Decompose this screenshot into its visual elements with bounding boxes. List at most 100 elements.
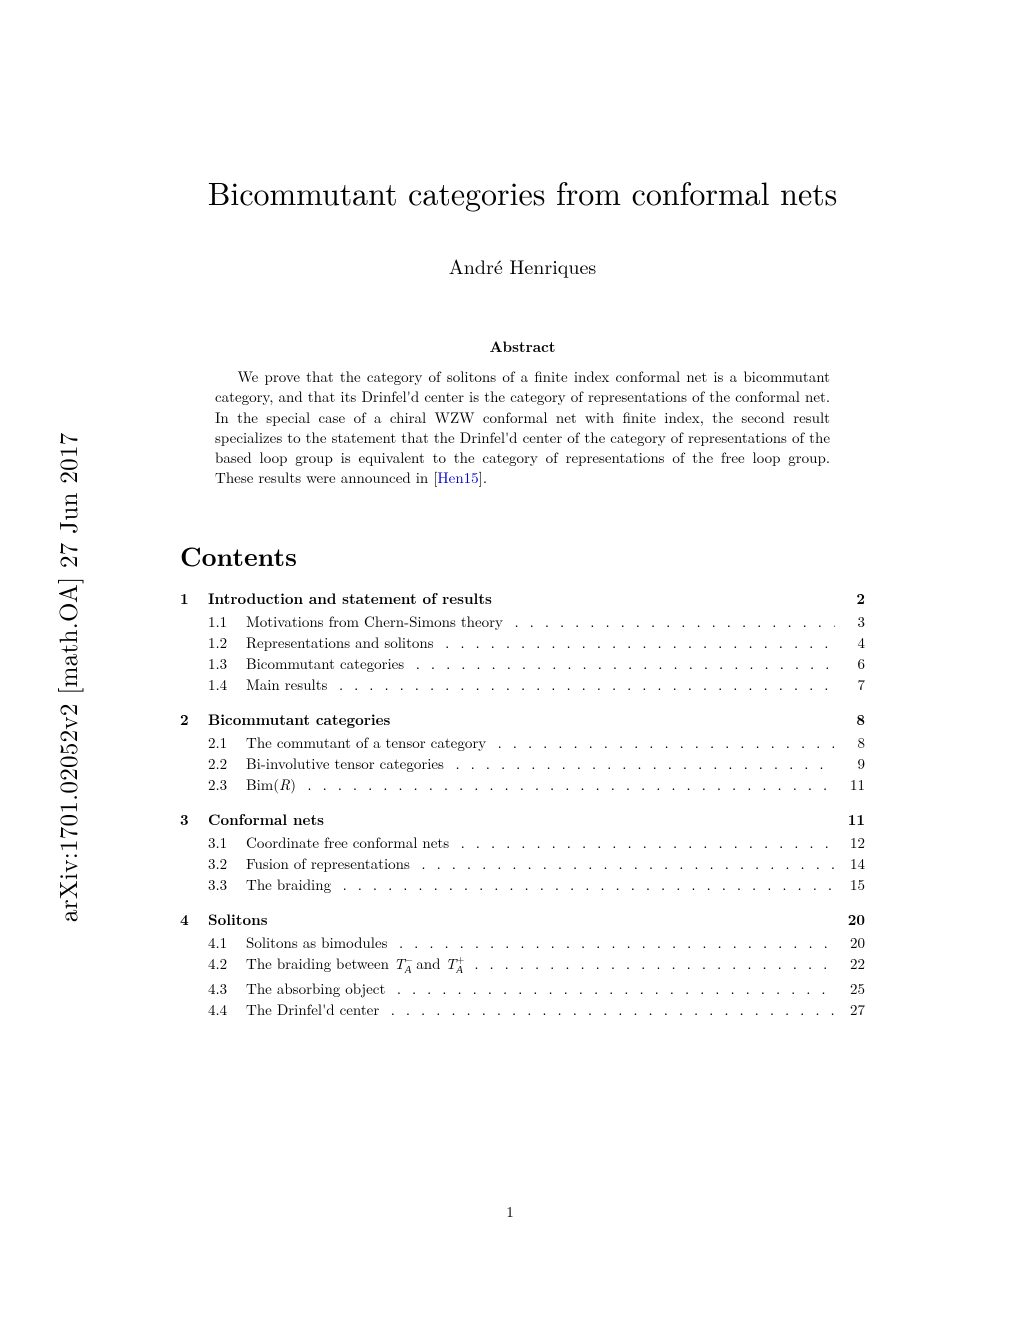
toc-subsection-number: 3.2 (208, 853, 246, 874)
toc-subsection-number: 4.1 (208, 932, 246, 953)
toc-section-row[interactable]: 1Introduction and statement of results 2 (180, 588, 865, 609)
toc-dots: . . . . . . . . . . . . . . . . . . . . … (494, 732, 835, 753)
toc-section: 2Bicommutant categories82.1The commutant… (180, 709, 865, 795)
toc-subsection-title: The braiding (246, 874, 339, 895)
contents-heading: Contents (180, 537, 865, 574)
toc-subsection-number: 1.4 (208, 674, 246, 695)
toc-dots: . . . . . . . . . . . . . . . . . . . . … (451, 753, 835, 774)
toc-subsection-row[interactable]: 3.3The braiding . . . . . . . . . . . . … (180, 874, 865, 895)
toc-subsection-title: Representations and solitons (246, 632, 441, 653)
toc-page-number: 6 (835, 653, 865, 674)
toc-section-title: Introduction and statement of results (208, 588, 492, 609)
toc-dots: . . . . . . . . . . . . . . . . . . . . … (303, 774, 835, 795)
toc-subsection-number: 1.3 (208, 653, 246, 674)
toc-section-title: Bicommutant categories (208, 709, 390, 730)
toc-page-number: 3 (835, 611, 865, 632)
toc-dots: . . . . . . . . . . . . . . . . . . . . … (393, 978, 835, 999)
toc-subsection-row[interactable]: 1.1Motivations from Chern-Simons theory … (180, 611, 865, 632)
abstract-pre: We prove that the category of solitons o… (215, 366, 830, 488)
toc-section: 1Introduction and statement of results21… (180, 588, 865, 695)
paper-page: Bicommutant categories from conformal ne… (0, 0, 1020, 1020)
toc-dots: . . . . . . . . . . . . . . . . . . . . … (510, 611, 835, 632)
abstract-post: ]. (479, 467, 487, 488)
toc-page-number: 25 (835, 978, 865, 999)
toc-subsection-title: Fusion of representations (246, 853, 417, 874)
toc-page-number: 20 (835, 909, 865, 930)
toc-section-number: 2 (180, 709, 208, 730)
toc-page-number: 2 (835, 588, 865, 609)
abstract-text: We prove that the category of solitons o… (180, 367, 865, 489)
toc-page-number: 8 (835, 709, 865, 730)
toc-section-number: 4 (180, 909, 208, 930)
toc-page-number: 8 (835, 732, 865, 753)
toc-dots: . . . . . . . . . . . . . . . . . . . . … (387, 999, 835, 1020)
toc-subsection-number: 4.4 (208, 999, 246, 1020)
toc-subsection-number: 1.2 (208, 632, 246, 653)
toc-subsection-number: 2.2 (208, 753, 246, 774)
toc-section-row[interactable]: 2Bicommutant categories 8 (180, 709, 865, 730)
toc-page-number: 22 (835, 953, 865, 974)
toc-subsection-number: 2.3 (208, 774, 246, 795)
toc-dots: . . . . . . . . . . . . . . . . . . . . … (457, 832, 835, 853)
toc-page-number: 11 (835, 774, 865, 795)
toc-subsection-row[interactable]: 1.3Bicommutant categories . . . . . . . … (180, 653, 865, 674)
abstract-heading: Abstract (180, 336, 865, 357)
toc-subsection-number: 4.3 (208, 978, 246, 999)
paper-title: Bicommutant categories from conformal ne… (180, 170, 865, 215)
toc-page-number: 12 (835, 832, 865, 853)
citation-link[interactable]: Hen15 (437, 467, 478, 488)
toc-subsection-title: Solitons as bimodules (246, 932, 395, 953)
toc-page-number: 20 (835, 932, 865, 953)
toc-page-number: 11 (835, 809, 865, 830)
toc-subsection-row[interactable]: 3.1Coordinate free conformal nets . . . … (180, 832, 865, 853)
toc-section-title: Solitons (208, 909, 268, 930)
toc-subsection-row[interactable]: 4.1Solitons as bimodules . . . . . . . .… (180, 932, 865, 953)
toc-section: 3Conformal nets113.1Coordinate free conf… (180, 809, 865, 895)
toc-subsection-title: Main results (246, 674, 335, 695)
toc-subsection-row[interactable]: 4.2The braiding between T−A and T+A . . … (180, 953, 865, 979)
toc-subsection-row[interactable]: 3.2Fusion of representations . . . . . .… (180, 853, 865, 874)
toc-page-number: 9 (835, 753, 865, 774)
toc-subsection-number: 4.2 (208, 953, 246, 974)
toc-dots: . . . . . . . . . . . . . . . . . . . . … (339, 874, 835, 895)
toc-section-title: Conformal nets (208, 809, 324, 830)
toc-subsection-title: Coordinate free conformal nets (246, 832, 457, 853)
toc-page-number: 14 (835, 853, 865, 874)
table-of-contents: 1Introduction and statement of results21… (180, 588, 865, 1021)
toc-subsection-title: The braiding between T−A and T+A (246, 953, 470, 979)
toc-subsection-title: The commutant of a tensor category (246, 732, 494, 753)
toc-subsection-row[interactable]: 2.1The commutant of a tensor category . … (180, 732, 865, 753)
toc-subsection-row[interactable]: 4.4The Drinfel'd center . . . . . . . . … (180, 999, 865, 1020)
toc-dots: . . . . . . . . . . . . . . . . . . . . … (441, 632, 835, 653)
toc-subsection-title: Bim(R) (246, 774, 303, 795)
toc-subsection-title: The absorbing object (246, 978, 393, 999)
toc-subsection-title: Bicommutant categories (246, 653, 412, 674)
toc-subsection-number: 1.1 (208, 611, 246, 632)
toc-subsection-title: Motivations from Chern-Simons theory (246, 611, 510, 632)
toc-dots: . . . . . . . . . . . . . . . . . . . . … (417, 853, 835, 874)
toc-subsection-row[interactable]: 1.2Representations and solitons . . . . … (180, 632, 865, 653)
toc-section-row[interactable]: 3Conformal nets 11 (180, 809, 865, 830)
toc-dots: . . . . . . . . . . . . . . . . . . . . … (335, 674, 835, 695)
toc-dots: . . . . . . . . . . . . . . . . . . . . … (412, 653, 835, 674)
toc-subsection-row[interactable]: 2.2Bi-involutive tensor categories . . .… (180, 753, 865, 774)
toc-page-number: 15 (835, 874, 865, 895)
toc-section-row[interactable]: 4Solitons 20 (180, 909, 865, 930)
paper-author: André Henriques (180, 251, 865, 280)
toc-page-number: 27 (835, 999, 865, 1020)
toc-page-number: 4 (835, 632, 865, 653)
toc-dots: . . . . . . . . . . . . . . . . . . . . … (395, 932, 835, 953)
toc-page-number: 7 (835, 674, 865, 695)
toc-section-number: 3 (180, 809, 208, 830)
toc-subsection-number: 2.1 (208, 732, 246, 753)
page-number: 1 (0, 1201, 1020, 1222)
toc-dots: . . . . . . . . . . . . . . . . . . . . … (470, 953, 835, 974)
toc-section-number: 1 (180, 588, 208, 609)
toc-subsection-title: Bi-involutive tensor categories (246, 753, 451, 774)
toc-subsection-row[interactable]: 4.3The absorbing object . . . . . . . . … (180, 978, 865, 999)
toc-subsection-number: 3.1 (208, 832, 246, 853)
toc-subsection-row[interactable]: 2.3Bim(R) . . . . . . . . . . . . . . . … (180, 774, 865, 795)
toc-section: 4Solitons204.1Solitons as bimodules . . … (180, 909, 865, 1021)
toc-subsection-number: 3.3 (208, 874, 246, 895)
toc-subsection-row[interactable]: 1.4Main results . . . . . . . . . . . . … (180, 674, 865, 695)
